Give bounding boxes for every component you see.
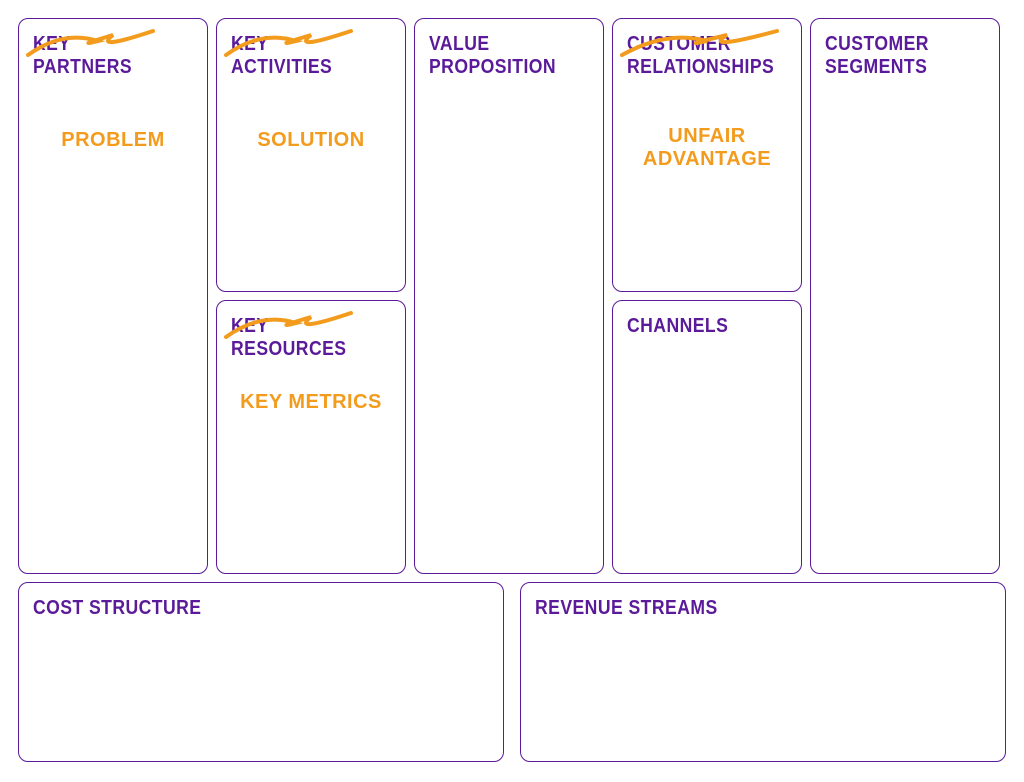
title-line1: KEY [231,315,269,337]
box-key-activities: KEY ACTIVITIES SOLUTION [216,18,406,292]
title-line2: PROPOSITION [429,56,556,78]
title-key-partners: KEY PARTNERS [33,33,174,79]
box-cost-structure: COST STRUCTURE [18,582,504,762]
title-key-resources: KEY RESOURCES [231,315,372,361]
title-cost-structure: COST STRUCTURE [33,597,434,620]
overlay-text: SOLUTION [257,129,364,151]
title-line1: CUSTOMER [825,33,929,55]
title-key-activities: KEY ACTIVITIES [231,33,372,79]
overlay-text: KEY METRICS [240,391,382,413]
overlay-solution: SOLUTION [217,129,405,152]
title-customer-segments: CUSTOMER SEGMENTS [825,33,966,79]
title-line1: CUSTOMER [627,33,731,55]
overlay-text-line1: UNFAIR [668,125,745,147]
box-key-resources: KEY RESOURCES KEY METRICS [216,300,406,574]
box-value-proposition: VALUE PROPOSITION [414,18,604,574]
box-customer-segments: CUSTOMER SEGMENTS [810,18,1000,574]
title-line1: CHANNELS [627,315,728,337]
overlay-problem: PROBLEM [19,129,207,152]
title-revenue-streams: REVENUE STREAMS [535,597,936,620]
box-channels: CHANNELS [612,300,802,574]
title-line2: SEGMENTS [825,56,927,78]
title-customer-relationships: CUSTOMER RELATIONSHIPS [627,33,768,79]
title-line2: RESOURCES [231,338,346,360]
title-channels: CHANNELS [627,315,768,338]
title-line2: ACTIVITIES [231,56,332,78]
title-line1: REVENUE STREAMS [535,597,718,619]
title-line1: KEY [231,33,269,55]
overlay-text: PROBLEM [61,129,165,151]
box-revenue-streams: REVENUE STREAMS [520,582,1006,762]
box-customer-relationships: CUSTOMER RELATIONSHIPS UNFAIR ADVANTAGE [612,18,802,292]
title-line1: COST STRUCTURE [33,597,201,619]
overlay-unfair-advantage: UNFAIR ADVANTAGE [613,125,801,171]
title-line1: VALUE [429,33,490,55]
title-value-proposition: VALUE PROPOSITION [429,33,570,79]
overlay-text-line2: ADVANTAGE [643,148,771,170]
title-line2: RELATIONSHIPS [627,56,774,78]
lean-canvas-diagram: KEY PARTNERS PROBLEM KEY ACTIVITIES SOLU… [0,0,1024,782]
title-line1: KEY [33,33,71,55]
title-line2: PARTNERS [33,56,132,78]
box-key-partners: KEY PARTNERS PROBLEM [18,18,208,574]
overlay-key-metrics: KEY METRICS [217,391,405,414]
